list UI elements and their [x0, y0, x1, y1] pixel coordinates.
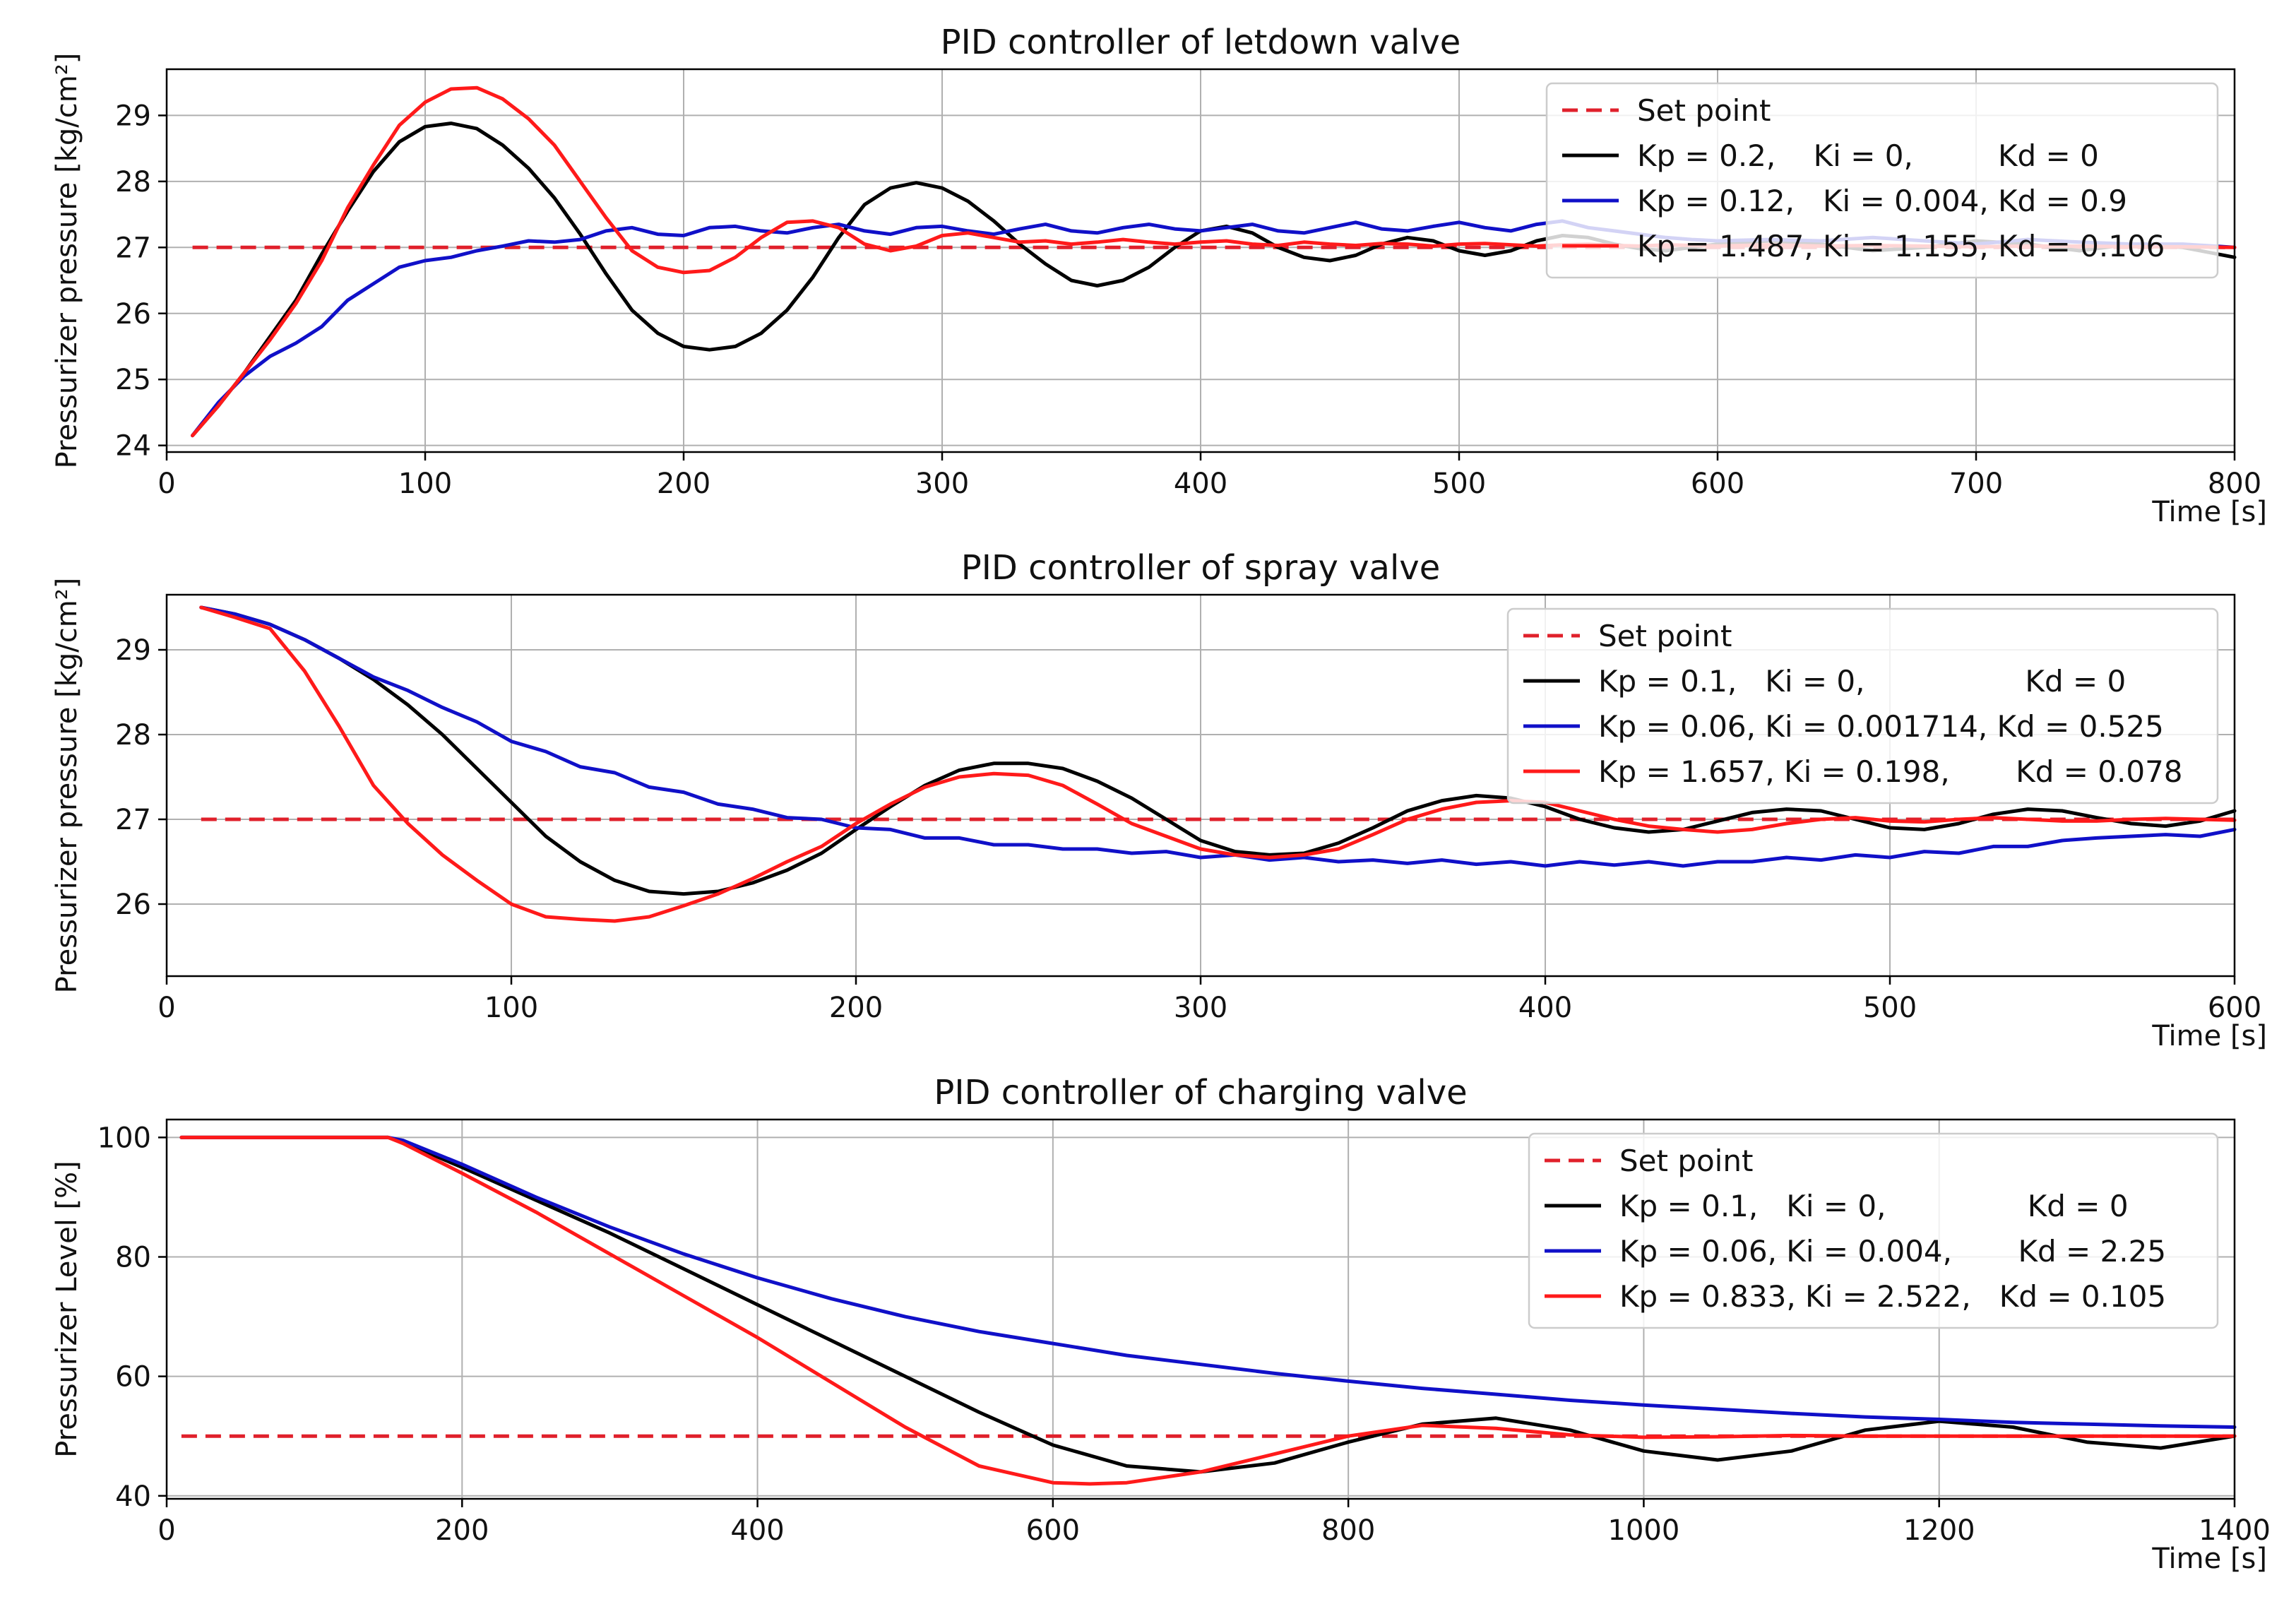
legend-label: Set point: [1598, 619, 1732, 653]
chart-title: PID controller of letdown valve: [941, 23, 1461, 62]
y-tick-label: 80: [115, 1242, 151, 1274]
x-tick-label: 300: [1174, 992, 1227, 1024]
x-tick-label: 400: [1518, 992, 1572, 1024]
x-tick-label: 1400: [2199, 1514, 2271, 1547]
y-axis-label: Pressurizer Level [%]: [51, 1160, 83, 1457]
x-tick-label: 800: [1321, 1514, 1375, 1547]
legend: Set point Kp = 0.2, Ki = 0, Kd = 0 Kp = 0.…: [1545, 82, 2219, 279]
legend-label: Kp = 0.833, Ki = 2.522, Kd = 0.105: [1619, 1279, 2166, 1314]
x-tick-label: 300: [915, 468, 969, 500]
series-line-1: [179, 1135, 2237, 1474]
plot-frame: [165, 1118, 2236, 1500]
x-tick-label: 500: [1432, 468, 1486, 500]
x-tick-label: 100: [398, 468, 452, 500]
series-line-1: [199, 605, 2237, 896]
legend-box: [1506, 607, 2219, 804]
x-tick-label: 800: [2208, 468, 2261, 500]
legend-label: Kp = 0.12, Ki = 0.004, Kd = 0.9: [1637, 184, 2127, 218]
x-tick-label: 200: [435, 1514, 489, 1547]
y-tick-label: 27: [115, 232, 151, 264]
legend-label: Set point: [1637, 93, 1771, 128]
y-tick-label: 28: [115, 719, 151, 752]
y-tick-label: 24: [115, 430, 151, 463]
x-tick-label: 200: [829, 992, 883, 1024]
x-tick-label: 1200: [1903, 1514, 1975, 1547]
legend-label: Kp = 0.1, Ki = 0, Kd = 0: [1619, 1189, 2129, 1223]
x-tick-label: 600: [2208, 992, 2261, 1024]
legend-label: Kp = 0.06, Ki = 0.001714, Kd = 0.525: [1598, 709, 2164, 744]
chart-title: PID controller of charging valve: [934, 1073, 1467, 1112]
x-tick-label: 500: [1863, 992, 1917, 1024]
x-tick-label: 0: [157, 992, 175, 1024]
legend-label: Kp = 0.1, Ki = 0, Kd = 0: [1598, 664, 2126, 699]
y-axis-label: Pressurizer pressure [kg/cm²]: [51, 578, 83, 994]
x-tick-label: 200: [657, 468, 710, 500]
x-tick-label: 0: [157, 468, 175, 500]
x-tick-label: 0: [157, 1514, 175, 1547]
x-axis-label: Time [s]: [2151, 496, 2267, 528]
y-tick-label: 26: [115, 298, 151, 331]
legend-label: Set point: [1619, 1144, 1753, 1178]
series-line-3: [179, 1135, 2237, 1486]
legend-box: [1545, 82, 2219, 279]
y-tick-label: 29: [115, 100, 151, 132]
x-axis-label: Time [s]: [2151, 1543, 2267, 1575]
y-tick-label: 40: [115, 1480, 151, 1513]
y-tick-label: 25: [115, 364, 151, 396]
legend-box: [1528, 1132, 2219, 1329]
chart-panel-2: 0 100 200 300 400 500 600 26 27 28 29 PID controlle…: [51, 548, 2267, 1052]
y-tick-label: 29: [115, 634, 151, 667]
x-tick-label: 400: [1174, 468, 1227, 500]
x-tick-label: 600: [1691, 468, 1744, 500]
y-tick-label: 100: [97, 1122, 151, 1154]
x-tick-label: 100: [484, 992, 538, 1024]
x-axis-label: Time [s]: [2151, 1020, 2267, 1052]
y-axis-label: Pressurizer pressure [kg/cm²]: [51, 53, 83, 469]
legend-label: Kp = 0.06, Ki = 0.004, Kd = 2.25: [1619, 1234, 2166, 1269]
legend-label: Kp = 1.657, Ki = 0.198, Kd = 0.078: [1598, 754, 2183, 789]
y-tick-label: 60: [115, 1361, 151, 1394]
x-tick-label: 400: [730, 1514, 784, 1547]
chart-title: PID controller of spray valve: [961, 548, 1440, 588]
x-tick-label: 1000: [1608, 1514, 1680, 1547]
series-line-3: [199, 605, 2237, 923]
legend: Set point Kp = 0.1, Ki = 0, Kd = 0 Kp = 0.…: [1528, 1132, 2219, 1329]
chart-panel-3: 0 200 400 600 800 1000 1200 1400 40 60 80 100 PID co…: [51, 1073, 2271, 1575]
legend-label: Kp = 1.487, Ki = 1.155, Kd = 0.106: [1637, 229, 2165, 263]
x-tick-label: 700: [1949, 468, 2003, 500]
chart-panel-1: 0 100 200 300 400 500 600 700 800 24 25 26 27 28 29 PID…: [51, 23, 2267, 528]
y-tick-label: 26: [115, 889, 151, 921]
y-tick-label: 27: [115, 804, 151, 836]
series-line-2: [179, 1135, 2237, 1429]
series-line-2: [199, 605, 2237, 868]
x-tick-label: 600: [1026, 1514, 1080, 1547]
legend: Set point Kp = 0.1, Ki = 0, Kd = 0 Kp = 0.…: [1506, 607, 2219, 804]
y-tick-label: 28: [115, 166, 151, 198]
legend-label: Kp = 0.2, Ki = 0, Kd = 0: [1637, 138, 2099, 173]
